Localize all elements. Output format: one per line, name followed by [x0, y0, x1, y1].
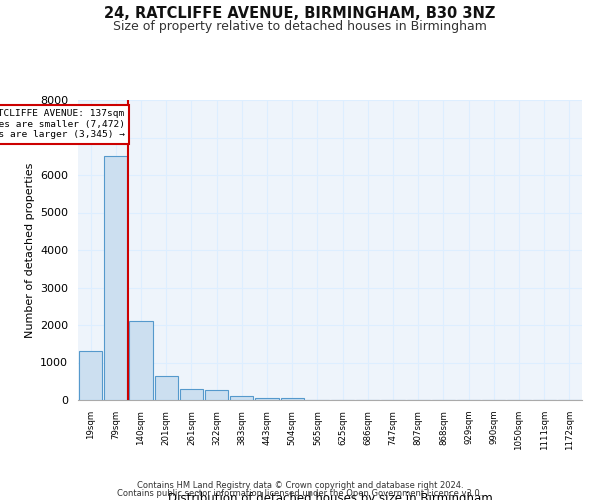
Text: 24 RATCLIFFE AVENUE: 137sqm
← 69% of detached houses are smaller (7,472)
31% of : 24 RATCLIFFE AVENUE: 137sqm ← 69% of det… [0, 110, 125, 139]
Text: Contains public sector information licensed under the Open Government Licence v3: Contains public sector information licen… [118, 489, 482, 498]
Bar [256, 398, 278, 400]
Text: Size of property relative to detached houses in Birmingham: Size of property relative to detached ho… [113, 20, 487, 33]
Bar [79, 351, 102, 400]
Bar [130, 322, 152, 400]
Bar [205, 390, 228, 400]
Y-axis label: Number of detached properties: Number of detached properties [25, 162, 35, 338]
Bar [104, 156, 127, 400]
Text: 24, RATCLIFFE AVENUE, BIRMINGHAM, B30 3NZ: 24, RATCLIFFE AVENUE, BIRMINGHAM, B30 3N… [104, 6, 496, 20]
Bar [230, 396, 253, 400]
Bar [180, 389, 203, 400]
Bar [281, 398, 304, 400]
Text: Contains HM Land Registry data © Crown copyright and database right 2024.: Contains HM Land Registry data © Crown c… [137, 480, 463, 490]
Bar [155, 376, 178, 400]
X-axis label: Distribution of detached houses by size in Birmingham: Distribution of detached houses by size … [167, 492, 493, 500]
